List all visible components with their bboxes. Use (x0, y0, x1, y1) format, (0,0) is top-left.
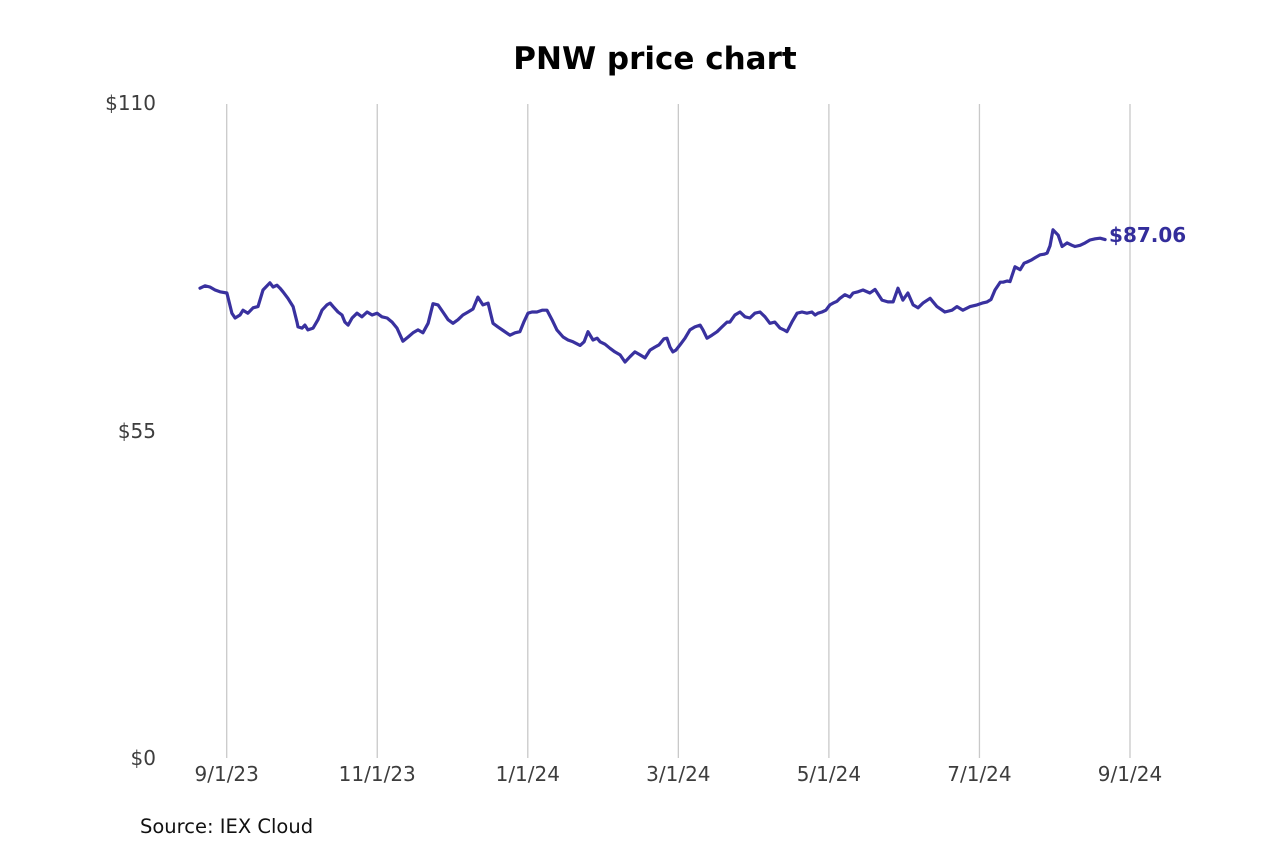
x-tick-9/1/24: 9/1/24 (1097, 762, 1163, 786)
x-tick-11/1/23: 11/1/23 (338, 762, 416, 786)
price-line-series (198, 228, 1107, 364)
vertical-gridlines (226, 104, 1131, 758)
x-tick-3/1/24: 3/1/24 (646, 762, 711, 786)
last-price-label: $87.06 (1109, 222, 1187, 247)
x-tick-7/1/24: 7/1/24 (947, 762, 1012, 786)
y-tick-$110: $110 (105, 91, 156, 115)
x-tick-5/1/24: 5/1/24 (796, 762, 862, 786)
chart-title: PNW price chart (513, 41, 797, 77)
x-tick-9/1/23: 9/1/23 (194, 762, 259, 786)
source-note: Source: IEX Cloud (140, 815, 314, 838)
x-tick-1/1/24: 1/1/24 (495, 762, 560, 786)
y-tick-$55: $55 (117, 418, 156, 443)
y-tick-$0: $0 (130, 746, 156, 770)
